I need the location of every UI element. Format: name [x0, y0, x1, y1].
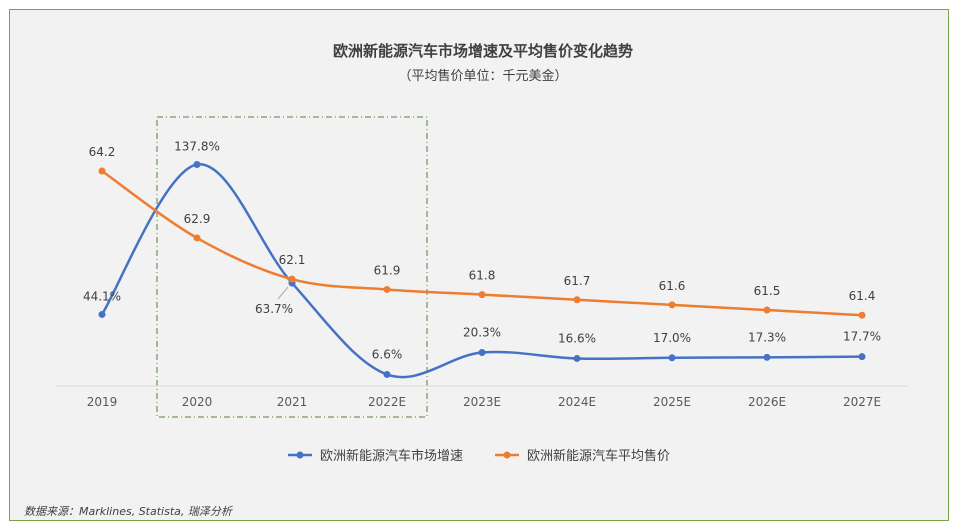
source-note: 数据来源：Marklines, Statista, 瑞泽分析 [24, 505, 232, 518]
avg-price-point [573, 296, 581, 304]
avg-price-label: 62.9 [184, 212, 211, 226]
growth-rate-label: 6.6% [372, 347, 403, 361]
growth-rate-point [858, 353, 866, 361]
x-tick-label: 2027E [843, 395, 881, 409]
x-tick-label: 2024E [558, 395, 596, 409]
avg-price-point [98, 167, 106, 175]
avg-price-point [478, 291, 486, 299]
x-tick-label: 2021 [277, 395, 308, 409]
x-tick-label: 2025E [653, 395, 691, 409]
avg-price-label: 61.9 [374, 263, 401, 277]
chart-subtitle: （平均售价单位：千元美金） [398, 68, 567, 84]
avg-price-point [288, 275, 296, 283]
avg-price-label: 61.4 [849, 289, 876, 303]
x-tick-label: 2023E [463, 395, 501, 409]
growth-rate-point [98, 310, 106, 318]
avg-price-label: 61.5 [754, 284, 781, 298]
avg-price-point [763, 306, 771, 314]
legend-label: 欧洲新能源汽车平均售价 [527, 448, 670, 464]
growth-rate-line [100, 163, 863, 379]
growth-rate-label: 137.8% [174, 140, 220, 154]
growth-rate-point [573, 354, 581, 362]
label-leader-line [277, 286, 289, 300]
growth-rate-point [763, 353, 771, 361]
avg-price-label: 62.1 [279, 253, 306, 267]
avg-price-point [383, 285, 391, 293]
avg-price-label: 64.2 [89, 145, 116, 159]
growth-rate-point [193, 161, 201, 169]
growth-rate-point [668, 354, 676, 362]
x-tick-label: 2026E [748, 395, 786, 409]
avg-price-point [193, 234, 201, 242]
x-tick-label: 2022E [368, 395, 406, 409]
legend-marker [296, 451, 304, 459]
chart-frame [9, 9, 949, 521]
growth-rate-label: 16.6% [558, 331, 596, 345]
growth-rate-label: 63.7% [255, 302, 293, 316]
chart-title: 欧洲新能源汽车市场增速及平均售价变化趋势 [333, 42, 633, 60]
growth-rate-label: 44.1% [83, 289, 121, 303]
avg-price-label: 61.8 [469, 269, 496, 283]
growth-rate-point [383, 370, 391, 378]
highlight-box [156, 116, 428, 418]
legend-label: 欧洲新能源汽车市场增速 [320, 448, 463, 464]
growth-rate-label: 17.3% [748, 330, 786, 344]
x-tick-label: 2019 [87, 395, 118, 409]
growth-rate-point [478, 349, 486, 357]
growth-rate-label: 17.0% [653, 331, 691, 345]
growth-rate-label: 20.3% [463, 326, 501, 340]
legend-marker [503, 451, 511, 459]
avg-price-point [668, 301, 676, 309]
growth-rate-label: 17.7% [843, 330, 881, 344]
avg-price-label: 61.7 [564, 274, 591, 288]
avg-price-label: 61.6 [659, 279, 686, 293]
x-tick-label: 2020 [182, 395, 213, 409]
avg-price-point [858, 311, 866, 319]
